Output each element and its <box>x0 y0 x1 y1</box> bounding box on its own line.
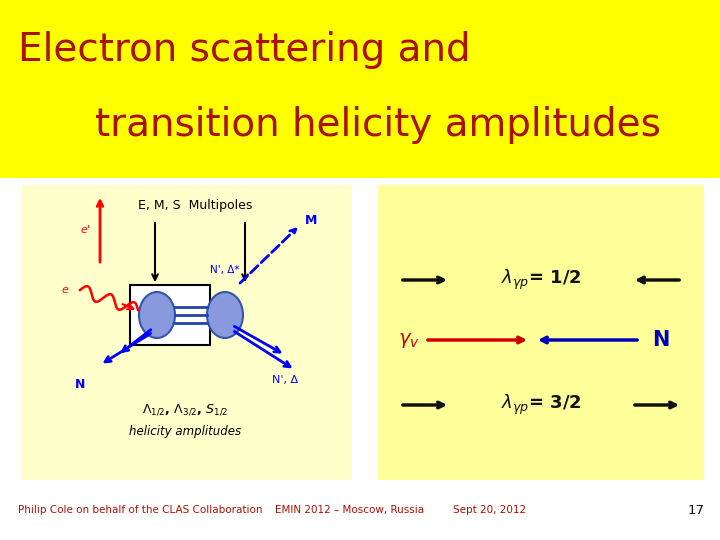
Text: N: N <box>652 330 670 350</box>
Text: e: e <box>62 285 68 295</box>
Text: helicity amplitudes: helicity amplitudes <box>129 426 241 438</box>
Text: $\gamma_v$: $\gamma_v$ <box>398 330 420 349</box>
Bar <box>22 185 352 480</box>
Text: 17: 17 <box>688 503 705 516</box>
Text: N', Δ*: N', Δ* <box>210 265 240 275</box>
Ellipse shape <box>207 292 243 338</box>
Text: Electron scattering and: Electron scattering and <box>18 31 471 69</box>
Text: e': e' <box>80 225 90 235</box>
Ellipse shape <box>139 292 175 338</box>
Text: EMIN 2012 – Moscow, Russia: EMIN 2012 – Moscow, Russia <box>276 505 425 515</box>
Bar <box>0 0 720 178</box>
Text: $\Lambda_{1/2}$, $\Lambda_{3/2}$, $S_{1/2}$: $\Lambda_{1/2}$, $\Lambda_{3/2}$, $S_{1/… <box>142 403 228 417</box>
Text: $\lambda_{\gamma p}$= 1/2: $\lambda_{\gamma p}$= 1/2 <box>501 268 581 292</box>
Text: N: N <box>75 379 85 392</box>
Text: Sept 20, 2012: Sept 20, 2012 <box>454 505 526 515</box>
Text: N', Δ: N', Δ <box>272 375 298 385</box>
Text: E, M, S  Multipoles: E, M, S Multipoles <box>138 199 252 212</box>
Text: Philip Cole on behalf of the CLAS Collaboration: Philip Cole on behalf of the CLAS Collab… <box>18 505 263 515</box>
Text: $\lambda_{\gamma p}$= 3/2: $\lambda_{\gamma p}$= 3/2 <box>501 393 581 417</box>
Bar <box>130 285 210 345</box>
Text: M: M <box>305 213 318 226</box>
Text: transition helicity amplitudes: transition helicity amplitudes <box>95 106 661 144</box>
Bar <box>378 185 704 480</box>
